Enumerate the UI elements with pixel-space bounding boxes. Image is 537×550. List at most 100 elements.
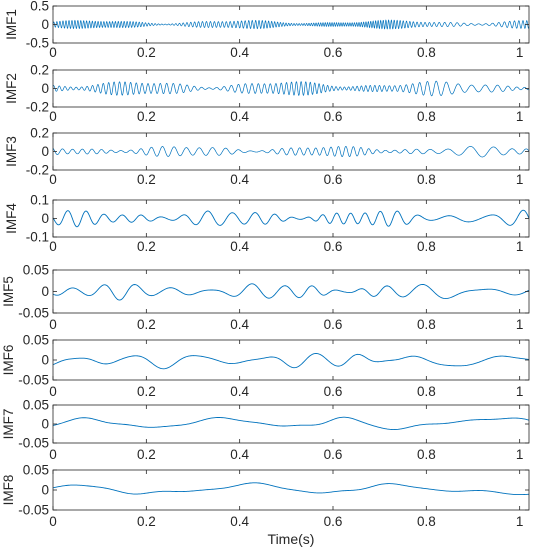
- x-tick-label: 0.4: [230, 317, 249, 332]
- x-tick-label: 0.8: [417, 317, 436, 332]
- x-tick-label: 0: [49, 447, 57, 462]
- y-tick-label: -0.1: [26, 230, 49, 245]
- x-tick-label: 0.6: [324, 384, 343, 399]
- imf2-axes-box: [52, 69, 530, 108]
- x-tick-label: 0: [49, 109, 57, 124]
- x-tick-label: 0.6: [324, 317, 343, 332]
- y-tick-label: 0: [41, 353, 49, 368]
- x-tick-label: 0.4: [230, 45, 249, 60]
- y-tick-label: -0.5: [26, 36, 49, 51]
- imf7-signal-line: [52, 416, 530, 430]
- y-tick-label: 0.2: [30, 63, 49, 78]
- y-tick-label: 0: [41, 284, 49, 299]
- imf1-ylabel: IMF1: [4, 9, 19, 40]
- y-tick-label: -0.05: [18, 436, 49, 451]
- imf6-signal-line: [52, 352, 530, 370]
- x-tick-label: 0.6: [324, 447, 343, 462]
- x-tick-label: 1: [516, 45, 524, 60]
- x-tick-label: 1: [516, 109, 524, 124]
- x-tick-label: 0.2: [137, 109, 156, 124]
- x-tick-label: 0.8: [417, 172, 436, 187]
- imf5-signal-line: [52, 283, 530, 301]
- y-tick-label: 0: [41, 17, 49, 32]
- x-tick-label: 0.8: [417, 239, 436, 254]
- x-tick-label: 0.2: [137, 239, 156, 254]
- imf3-ylabel: IMF3: [4, 136, 19, 167]
- imf8-signal-line: [52, 482, 530, 496]
- y-tick-label: 0: [41, 483, 49, 498]
- x-tick-label: 0.2: [137, 317, 156, 332]
- imf8-ylabel: IMF8: [1, 475, 16, 506]
- x-tick-label: 0.6: [324, 45, 343, 60]
- y-tick-label: 0.05: [23, 333, 49, 348]
- x-axis-label: Time(s): [268, 531, 315, 547]
- x-tick-label: 1: [516, 514, 524, 529]
- x-tick-label: 0: [49, 45, 57, 60]
- imf7-ylabel: IMF7: [1, 409, 16, 440]
- x-tick-label: 0.2: [137, 172, 156, 187]
- y-tick-label: -0.05: [18, 306, 49, 321]
- x-tick-label: 0.8: [417, 45, 436, 60]
- x-tick-label: 0: [49, 172, 57, 187]
- imf1-signal-line: [52, 19, 530, 30]
- y-tick-label: 0: [41, 81, 49, 96]
- x-tick-label: 0.6: [324, 239, 343, 254]
- y-tick-label: 0.5: [30, 0, 49, 14]
- imf5-axes-box: [52, 269, 530, 314]
- x-tick-label: 0.2: [137, 384, 156, 399]
- x-tick-label: 0: [49, 514, 57, 529]
- x-tick-label: 0.6: [324, 109, 343, 124]
- x-tick-label: 0: [49, 317, 57, 332]
- x-tick-label: 0.4: [230, 384, 249, 399]
- x-tick-label: 0.6: [324, 172, 343, 187]
- x-tick-label: 0.2: [137, 514, 156, 529]
- y-tick-label: 0: [41, 211, 49, 226]
- y-tick-label: 0: [41, 144, 49, 159]
- x-tick-label: 0.4: [230, 514, 249, 529]
- imf3-signal-line: [52, 145, 530, 158]
- x-tick-label: 0.6: [324, 514, 343, 529]
- x-tick-label: 0.2: [137, 447, 156, 462]
- y-tick-label: 0: [41, 417, 49, 432]
- x-tick-label: 1: [516, 239, 524, 254]
- y-tick-label: 0.05: [23, 398, 49, 413]
- x-tick-label: 0.4: [230, 172, 249, 187]
- y-tick-label: 0.1: [30, 193, 49, 208]
- imf2-ylabel: IMF2: [4, 73, 19, 104]
- x-tick-label: 0.4: [230, 239, 249, 254]
- y-tick-label: -0.05: [18, 503, 49, 518]
- imf4-signal-line: [52, 209, 530, 228]
- y-tick-label: 0.2: [30, 126, 49, 141]
- imf6-ylabel: IMF6: [1, 345, 16, 376]
- y-tick-label: 0.05: [23, 463, 49, 478]
- x-tick-label: 0.8: [417, 384, 436, 399]
- x-tick-label: 1: [516, 172, 524, 187]
- y-tick-label: 0.05: [23, 263, 49, 278]
- imf5-ylabel: IMF5: [1, 276, 16, 307]
- x-tick-label: 0.4: [230, 109, 249, 124]
- x-tick-label: 0.2: [137, 45, 156, 60]
- x-tick-label: 0: [49, 384, 57, 399]
- x-tick-label: 0: [49, 239, 57, 254]
- y-tick-label: -0.2: [26, 100, 49, 115]
- x-tick-label: 1: [516, 317, 524, 332]
- x-tick-label: 1: [516, 384, 524, 399]
- x-tick-label: 0.8: [417, 447, 436, 462]
- y-tick-label: -0.05: [18, 373, 49, 388]
- x-tick-label: 0.8: [417, 514, 436, 529]
- x-tick-label: 1: [516, 447, 524, 462]
- imf6-axes-box: [52, 339, 530, 381]
- x-tick-label: 0.4: [230, 447, 249, 462]
- y-tick-label: -0.2: [26, 163, 49, 178]
- imf3-axes-box: [52, 132, 530, 171]
- imf4-ylabel: IMF4: [4, 203, 19, 234]
